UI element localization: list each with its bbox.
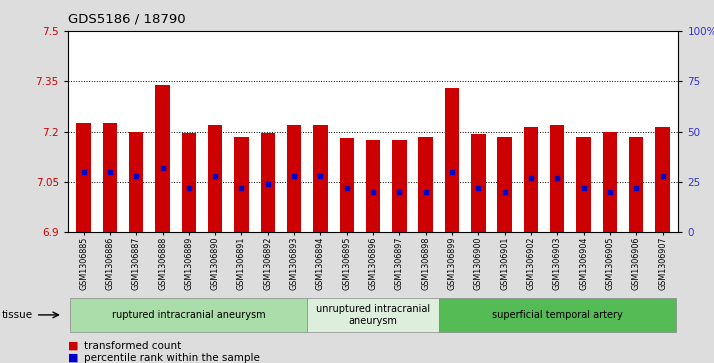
Text: ■: ■ [68,352,79,363]
Bar [550,125,565,232]
Text: ruptured intracranial aneurysm: ruptured intracranial aneurysm [112,310,266,320]
Bar [340,138,354,232]
Bar [76,123,91,232]
Bar [629,136,643,232]
Bar [576,136,590,232]
Bar [129,131,144,232]
Bar [181,133,196,232]
Bar [655,127,670,232]
Bar [498,136,512,232]
Text: tissue: tissue [1,310,33,320]
Bar [313,125,328,232]
Bar [287,125,301,232]
Text: GDS5186 / 18790: GDS5186 / 18790 [68,13,186,26]
Bar [471,134,486,232]
Bar [103,123,117,232]
Bar [156,85,170,232]
Bar [603,131,617,232]
Text: superficial temporal artery: superficial temporal artery [492,310,623,320]
Text: unruptured intracranial
aneurysm: unruptured intracranial aneurysm [316,304,430,326]
Bar [208,125,223,232]
Bar [366,140,381,232]
Bar [445,88,459,232]
Bar [234,136,248,232]
Bar [392,140,406,232]
Text: transformed count: transformed count [84,340,181,351]
Bar [261,132,275,232]
Bar [523,127,538,232]
Text: percentile rank within the sample: percentile rank within the sample [84,352,260,363]
Bar [418,136,433,232]
Text: ■: ■ [68,340,79,351]
